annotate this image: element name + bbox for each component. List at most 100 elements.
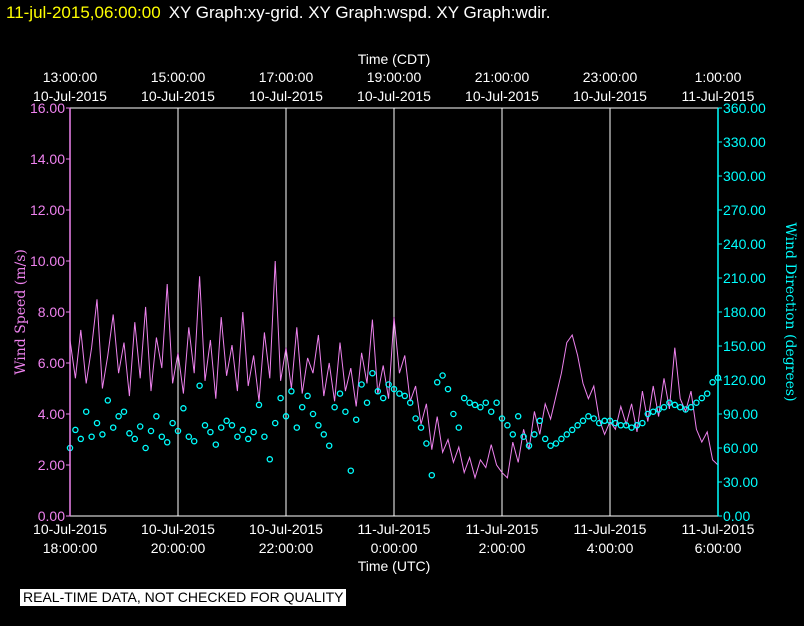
- right-tick-label: 330.00: [723, 134, 766, 150]
- axis-labels: 0.00 2.00 4.00 6.00 8.00 10.00 12.00 14.00 16.00…: [13, 51, 798, 574]
- wind-direction-point: [509, 431, 517, 438]
- wind-direction-point: [277, 394, 284, 402]
- wind-direction-point: [390, 385, 398, 393]
- wind-direction-point: [558, 435, 565, 443]
- left-tick-label: 12.00: [30, 202, 65, 218]
- wind-direction-point: [223, 417, 230, 425]
- wind-direction-point: [315, 422, 322, 429]
- wind-direction-point: [309, 410, 317, 418]
- top-tick-time: 23:00:00: [583, 69, 638, 85]
- bottom-tick-time: 0:00:00: [371, 540, 418, 556]
- top-tick-date: 10-Jul-2015: [33, 88, 107, 104]
- wind-direction-point: [406, 399, 414, 406]
- wind-direction-point: [709, 379, 716, 386]
- bottom-tick-date: 10-Jul-2015: [33, 521, 107, 537]
- bottom-axis-title: Time (UTC): [358, 558, 431, 574]
- wind-direction-point: [320, 431, 328, 438]
- wind-direction-point: [234, 433, 241, 440]
- wind-direction-point: [136, 423, 144, 430]
- bottom-tick-time: 4:00:00: [587, 540, 634, 556]
- bottom-tick-date: 10-Jul-2015: [249, 521, 323, 537]
- wind-direction-point: [644, 410, 652, 418]
- wind-direction-point: [547, 442, 554, 449]
- wind-direction-point: [228, 422, 236, 429]
- wind-direction-point: [628, 424, 635, 431]
- wind-direction-point: [671, 401, 679, 409]
- wind-direction-point: [590, 415, 598, 422]
- wind-direction-point: [93, 419, 101, 427]
- wind-direction-point: [676, 403, 684, 411]
- wind-direction-point: [541, 435, 549, 443]
- wind-direction-point: [131, 435, 139, 443]
- wind-direction-point: [180, 405, 187, 412]
- right-tick-label: 360.00: [723, 100, 766, 116]
- wind-direction-point: [99, 431, 106, 438]
- wind-direction-point: [298, 403, 306, 411]
- wind-direction-point: [266, 456, 274, 463]
- top-tick-time: 17:00:00: [259, 69, 314, 85]
- wind-direction-point: [72, 426, 79, 434]
- wind-direction-point: [520, 433, 527, 440]
- wind-direction-point: [633, 422, 641, 429]
- wind-direction-point: [525, 442, 533, 449]
- wind-direction-point: [514, 413, 522, 420]
- wind-direction-point: [693, 399, 700, 406]
- wind-direction-point: [109, 424, 117, 431]
- left-tick-label: 10.00: [30, 253, 65, 269]
- wind-direction-point: [401, 392, 409, 400]
- wind-direction-point: [207, 428, 214, 436]
- wind-direction-point: [552, 440, 560, 447]
- wind-direction-point: [244, 435, 252, 443]
- wind-direction-point: [649, 408, 657, 415]
- wind-direction-point: [439, 372, 446, 379]
- wind-direction-point: [498, 415, 506, 422]
- wind-direction-point: [660, 403, 668, 411]
- wind-direction-point: [385, 381, 392, 388]
- top-axis-title: Time (CDT): [358, 51, 431, 67]
- wind-direction-point: [293, 424, 301, 431]
- right-tick-label: 0.00: [723, 508, 750, 524]
- wind-direction-point: [342, 408, 349, 415]
- right-tick-label: 150.00: [723, 338, 766, 354]
- wind-direction-point: [450, 410, 457, 418]
- wind-direction-point: [147, 427, 155, 435]
- wind-direction-point: [153, 413, 160, 420]
- top-tick-date: 10-Jul-2015: [357, 88, 431, 104]
- wind-direction-point: [460, 394, 468, 402]
- wind-direction-point: [655, 406, 662, 413]
- wind-direction-point: [158, 433, 166, 440]
- grid-lines: [69, 108, 719, 516]
- right-tick-label: 240.00: [723, 236, 766, 252]
- right-tick-label: 120.00: [723, 372, 766, 388]
- wind-direction-point: [169, 419, 176, 427]
- wind-direction-point: [374, 388, 382, 395]
- wind-direction-point: [504, 422, 511, 429]
- left-tick-label: 4.00: [38, 406, 65, 422]
- top-tick-time: 13:00:00: [43, 69, 98, 85]
- wind-direction-point: [185, 433, 193, 440]
- left-tick-label: 2.00: [38, 457, 65, 473]
- wind-direction-point: [482, 399, 490, 406]
- wind-direction-point: [352, 416, 360, 423]
- wind-direction-point: [217, 424, 225, 431]
- top-tick-date: 10-Jul-2015: [465, 88, 539, 104]
- left-tick-label: 8.00: [38, 304, 65, 320]
- wind-direction-point: [698, 394, 706, 402]
- wind-direction-point: [412, 415, 419, 422]
- wind-direction-point: [568, 426, 576, 434]
- wind-direction-point: [612, 419, 619, 427]
- bottom-tick-time: 22:00:00: [259, 540, 314, 556]
- wind-direction-point: [606, 417, 614, 425]
- bottom-tick-date: 11-Jul-2015: [358, 521, 431, 537]
- wind-direction-point: [336, 390, 344, 397]
- wind-direction-point: [304, 392, 311, 400]
- wind-direction-point: [255, 401, 263, 409]
- right-tick-label: 180.00: [723, 304, 766, 320]
- header-datetime: 11-jul-2015,06:00:00: [6, 3, 161, 22]
- wind-direction-point: [601, 417, 608, 425]
- wind-direction-point: [455, 424, 463, 431]
- wind-direction-point: [369, 369, 376, 377]
- wind-direction-point: [358, 381, 365, 388]
- top-tick-time: 15:00:00: [151, 69, 206, 85]
